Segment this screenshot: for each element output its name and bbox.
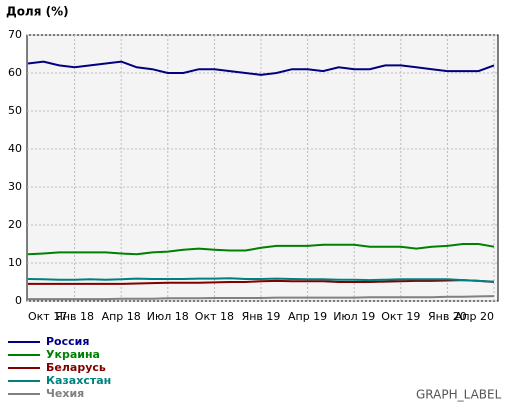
x-tick-label: Янв 20 [428, 310, 467, 323]
plot-area [26, 34, 499, 302]
series-line [27, 243, 495, 256]
y-tick-label: 40 [8, 142, 22, 155]
x-tick-label: Окт 17 [28, 310, 67, 323]
x-tick-label: Окт 18 [195, 310, 234, 323]
series-line [28, 295, 495, 301]
legend-label: Украина [46, 348, 100, 361]
legend-label: Беларусь [46, 361, 106, 374]
x-tick-label: Янв 19 [242, 310, 281, 323]
y-tick-label: 70 [8, 28, 22, 41]
chart-title: Доля (%) [6, 5, 69, 19]
series-line [27, 60, 495, 76]
x-tick-label: Окт 19 [381, 310, 420, 323]
y-tick-label: 60 [8, 66, 22, 79]
series-line [27, 277, 495, 283]
graph-label: GRAPH_LABEL [416, 388, 502, 402]
y-tick-label: 20 [8, 218, 22, 231]
y-tick-label: 0 [15, 294, 22, 307]
legend-label: Чехия [46, 387, 84, 400]
series-line [28, 279, 495, 285]
legend-label: Казахстан [46, 374, 111, 387]
legend-label: Россия [46, 335, 89, 348]
y-tick-label: 10 [8, 256, 22, 269]
x-tick-label: Апр 19 [288, 310, 327, 323]
y-tick-label: 30 [8, 180, 22, 193]
x-tick-label: Апр 18 [102, 310, 141, 323]
x-tick-label: Июл 18 [147, 310, 189, 323]
x-tick-label: Янв 18 [55, 310, 94, 323]
y-tick-label: 50 [8, 104, 22, 117]
x-tick-label: Июл 19 [333, 310, 375, 323]
x-tick-label: Апр 20 [455, 310, 494, 323]
